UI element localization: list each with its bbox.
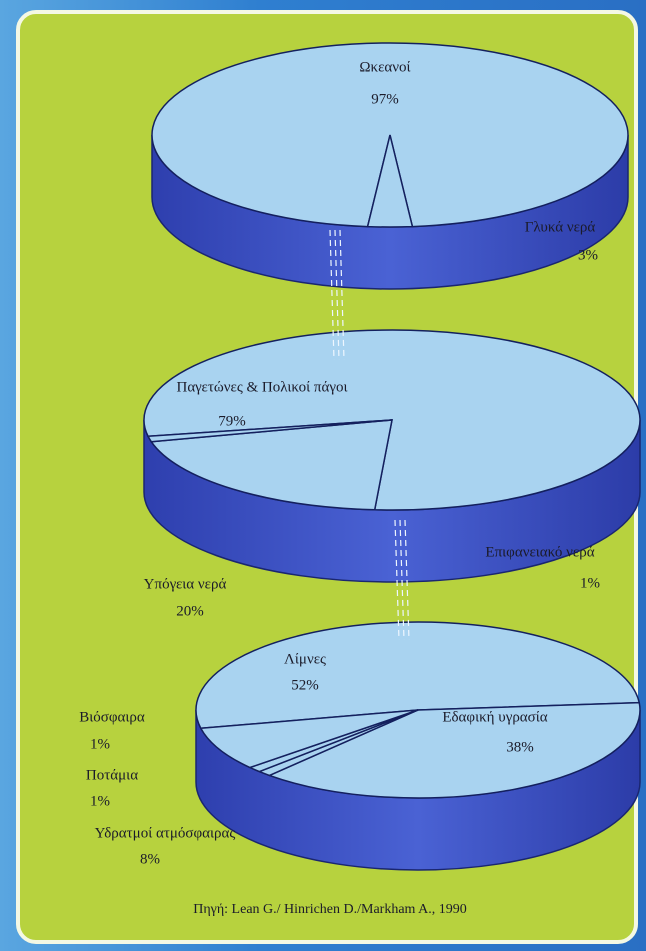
value-label: 3% [578, 247, 598, 263]
value-label: 79% [218, 413, 246, 429]
slice-label: Ωκεανοί [359, 59, 410, 75]
value-label: 1% [90, 793, 110, 809]
slice-label: Υδρατμοί ατμόσφαιρας [95, 825, 236, 841]
value-label: 38% [506, 739, 534, 755]
value-label: 1% [580, 575, 600, 591]
source-note: Πηγή: Lean G./ Hinrichen D./Markham A., … [193, 902, 467, 917]
slice-label: Γλυκά νερά [525, 219, 596, 235]
slice-label: Ποτάμια [86, 767, 138, 783]
value-label: 1% [90, 736, 110, 752]
slice-label: Λίμνες [284, 651, 326, 667]
slice-label: Επιφανειακό νερά [485, 544, 594, 560]
value-label: 8% [140, 851, 160, 867]
value-label: 52% [291, 677, 319, 693]
value-label: 20% [176, 603, 204, 619]
slice-label: Παγετώνες & Πολικοί πάγοι [176, 379, 347, 395]
value-label: 97% [371, 91, 399, 107]
slice-label: Υπόγεια νερά [144, 576, 227, 592]
slice-label: Εδαφική υγρασία [442, 709, 547, 725]
page: Πηγή: Lean G./ Hinrichen D./Markham A., … [0, 0, 646, 951]
slice-label: Βιόσφαιρα [79, 709, 145, 725]
diagram: Πηγή: Lean G./ Hinrichen D./Markham A., … [0, 0, 646, 951]
